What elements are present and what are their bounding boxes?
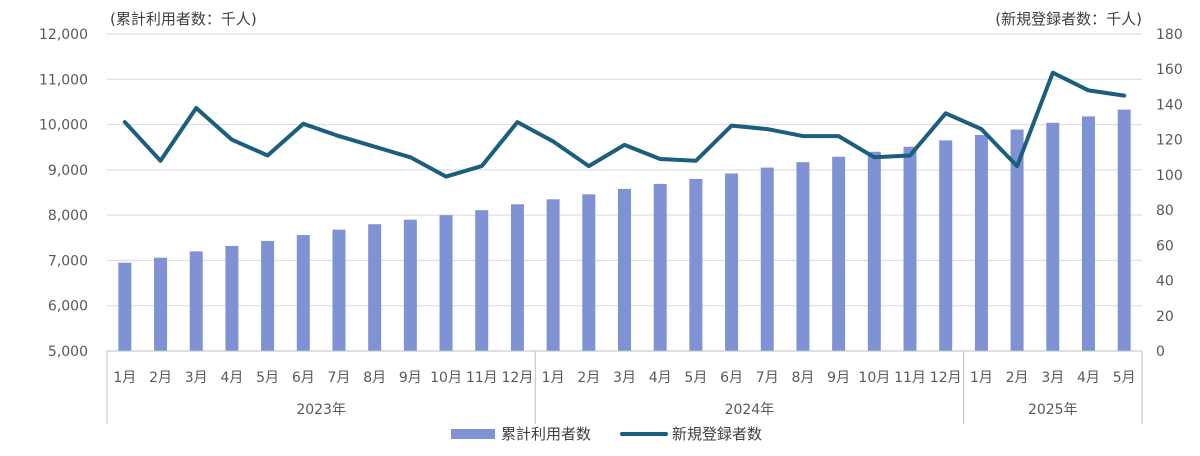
- bar-累計利用者数: [939, 140, 953, 351]
- bar-累計利用者数: [618, 188, 631, 351]
- left-axis-tick-label: 5,000: [48, 344, 88, 360]
- right-axis-tick-label: 60: [1156, 238, 1174, 254]
- left-axis-tick-label: 7,000: [48, 253, 88, 269]
- right-axis-tick-label: 80: [1156, 203, 1174, 219]
- bar-累計利用者数: [546, 199, 560, 351]
- x-axis-month-label: 3月: [613, 370, 636, 386]
- x-axis-month-label: 11月: [894, 370, 926, 386]
- x-axis-month-label: 4月: [649, 370, 672, 386]
- x-axis-month-label: 9月: [399, 370, 422, 386]
- bar-累計利用者数: [653, 183, 667, 351]
- bar-累計利用者数: [689, 178, 703, 351]
- x-axis-month-label: 6月: [292, 370, 315, 386]
- bar-累計利用者数: [403, 219, 417, 351]
- bar-累計利用者数: [796, 162, 810, 351]
- bar-累計利用者数: [974, 134, 988, 351]
- x-axis-month-label: 2月: [149, 370, 172, 386]
- x-axis-year-label: 2024年: [725, 402, 775, 418]
- left-axis-tick-label: 6,000: [48, 299, 88, 315]
- x-axis-month-label: 12月: [930, 370, 962, 386]
- bar-累計利用者数: [332, 229, 346, 351]
- x-axis-month-label: 2月: [577, 370, 600, 386]
- bar-累計利用者数: [154, 257, 168, 351]
- left-axis-tick-label: 8,000: [48, 208, 88, 224]
- left-axis-tick-label: 12,000: [39, 27, 88, 43]
- bar-累計利用者数: [189, 251, 203, 351]
- bar-累計利用者数: [1046, 122, 1060, 351]
- bar-累計利用者数: [261, 240, 275, 351]
- x-axis-month-label: 7月: [756, 370, 779, 386]
- x-axis-month-label: 4月: [220, 370, 243, 386]
- x-axis-month-label: 9月: [827, 370, 850, 386]
- left-axis-tick-label: 10,000: [39, 118, 88, 134]
- x-axis-month-label: 1月: [113, 370, 136, 386]
- x-axis-month-label: 4月: [1077, 370, 1100, 386]
- bar-累計利用者数: [903, 146, 917, 351]
- x-axis-month-label: 1月: [970, 370, 993, 386]
- x-axis-month-label: 5月: [684, 370, 707, 386]
- bar-累計利用者数: [368, 224, 382, 351]
- line-新規登録者数: [122, 70, 1127, 179]
- legend-label-line: 新規登録者数: [672, 425, 762, 443]
- bar-累計利用者数: [725, 173, 739, 351]
- right-axis-tick-label: 180: [1156, 27, 1183, 43]
- bar-累計利用者数: [760, 167, 774, 351]
- legend-label-bar: 累計利用者数: [501, 425, 591, 443]
- left-axis-tick-label: 11,000: [39, 72, 88, 88]
- x-axis-month-label: 1月: [542, 370, 565, 386]
- bar-累計利用者数: [867, 151, 881, 351]
- x-axis-month-label: 11月: [466, 370, 498, 386]
- bar-累計利用者数: [118, 262, 132, 351]
- right-axis-tick-label: 100: [1156, 168, 1183, 184]
- x-axis-month-label: 5月: [1113, 370, 1136, 386]
- x-axis-month-label: 7月: [328, 370, 351, 386]
- x-axis-month-label: 12月: [502, 370, 534, 386]
- legend-swatch-bar: [451, 429, 495, 439]
- right-axis-tick-label: 140: [1156, 97, 1183, 113]
- bar-累計利用者数: [296, 235, 310, 351]
- bar-累計利用者数: [1010, 129, 1024, 351]
- bar-累計利用者数: [225, 245, 239, 351]
- left-axis-unit-label: (累計利用者数：千人): [110, 10, 257, 28]
- right-axis-tick-label: 0: [1156, 344, 1165, 360]
- right-axis-tick-label: 40: [1156, 274, 1174, 290]
- bar-累計利用者数: [1081, 116, 1095, 351]
- x-axis-month-label: 10月: [858, 370, 890, 386]
- x-axis-month-label: 8月: [363, 370, 386, 386]
- x-axis-month-label: 8月: [791, 370, 814, 386]
- x-axis-month-label: 3月: [185, 370, 208, 386]
- x-axis-year-label: 2023年: [296, 402, 346, 418]
- bar-累計利用者数: [475, 210, 489, 351]
- x-axis-month-label: 6月: [720, 370, 743, 386]
- bar-累計利用者数: [510, 204, 524, 351]
- bar-累計利用者数: [439, 215, 453, 351]
- right-axis-unit-label: (新規登録者数：千人): [995, 10, 1142, 28]
- right-axis-tick-label: 20: [1156, 309, 1174, 325]
- bar-累計利用者数: [1117, 109, 1131, 352]
- x-axis-month-label: 10月: [430, 370, 462, 386]
- bar-累計利用者数: [582, 194, 596, 351]
- right-axis-tick-label: 160: [1156, 62, 1183, 78]
- x-axis-month-label: 3月: [1041, 370, 1064, 386]
- left-axis-tick-label: 9,000: [48, 163, 88, 179]
- x-axis-month-label: 2月: [1006, 370, 1029, 386]
- right-axis-tick-label: 120: [1156, 133, 1183, 149]
- x-axis-month-label: 5月: [256, 370, 279, 386]
- bar-累計利用者数: [832, 156, 846, 351]
- x-axis-year-label: 2025年: [1028, 402, 1078, 418]
